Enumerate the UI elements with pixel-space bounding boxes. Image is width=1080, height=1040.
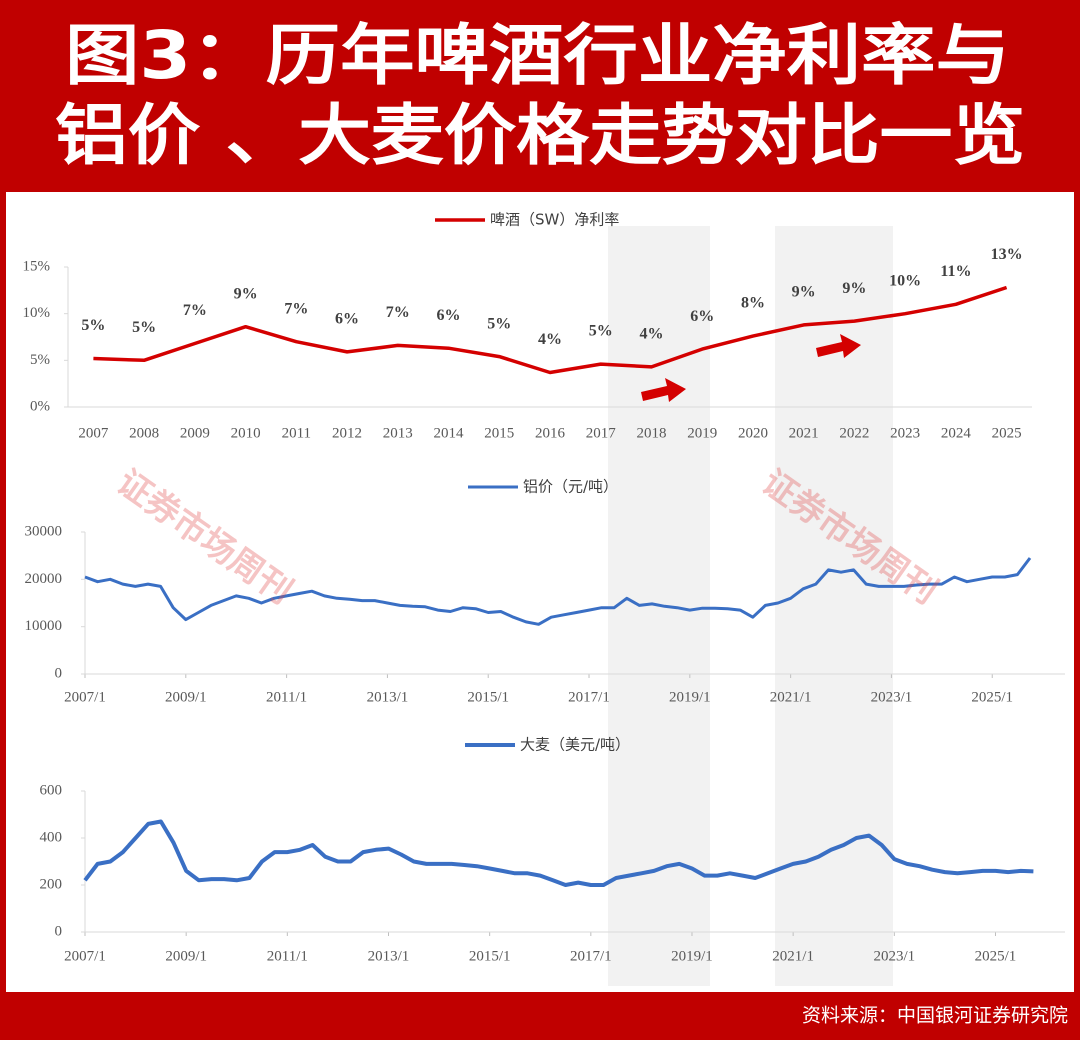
x-tick-label: 2015/1 — [469, 948, 511, 964]
data-label: 7% — [284, 300, 308, 317]
y-tick-label: 15% — [23, 258, 51, 274]
data-label: 5% — [487, 315, 511, 332]
x-tick-label: 2015 — [484, 425, 514, 441]
y-tick-label: 20000 — [25, 571, 63, 587]
y-tick-label: 5% — [30, 352, 50, 368]
source-note: 资料来源：中国银河证券研究院 — [802, 1005, 1068, 1027]
data-label: 5% — [81, 317, 105, 334]
data-label: 10% — [889, 272, 921, 289]
y-tick-label: 400 — [40, 829, 63, 845]
x-tick-label: 2023 — [890, 425, 920, 441]
y-tick-label: 600 — [40, 782, 63, 798]
legend-label: 大麦（美元/吨） — [520, 736, 630, 754]
x-tick-label: 2014 — [434, 425, 465, 441]
x-tick-label: 2018 — [636, 425, 666, 441]
x-tick-label: 2009/1 — [165, 689, 207, 705]
highlight-band — [775, 226, 893, 986]
x-tick-label: 2007/1 — [64, 689, 106, 705]
x-tick-label: 2019/1 — [671, 948, 713, 964]
x-tick-label: 2023/1 — [871, 689, 913, 705]
line — [84, 557, 1032, 626]
x-tick-label: 2016 — [535, 425, 566, 441]
y-tick-label: 0% — [30, 398, 50, 414]
data-label: 7% — [183, 302, 207, 319]
data-label: 5% — [589, 323, 613, 340]
data-label: 5% — [132, 319, 156, 336]
title-line: 铝价 、大麦价格走势对比一览 — [55, 97, 1025, 174]
x-tick-label: 2019 — [687, 425, 717, 441]
x-tick-label: 2017 — [586, 425, 617, 441]
x-tick-label: 2025/1 — [971, 689, 1013, 705]
line — [83, 819, 1034, 887]
x-tick-label: 2021/1 — [770, 689, 812, 705]
data-label: 4% — [639, 326, 663, 343]
x-tick-label: 2007/1 — [64, 948, 106, 964]
x-tick-label: 2013 — [383, 425, 413, 441]
line — [93, 285, 1008, 375]
legend-label: 铝价（元/吨） — [523, 478, 618, 496]
data-label: 6% — [690, 308, 714, 325]
x-tick-label: 2011/1 — [266, 689, 307, 705]
y-tick-label: 0 — [55, 665, 63, 681]
y-tick-label: 0 — [55, 923, 63, 939]
arrow — [641, 378, 686, 402]
x-tick-label: 2007 — [78, 425, 109, 441]
x-tick-label: 2013/1 — [367, 689, 409, 705]
data-label: 9% — [234, 285, 258, 302]
x-tick-label: 2015/1 — [467, 689, 509, 705]
data-label: 6% — [437, 307, 461, 324]
y-tick-label: 30000 — [25, 523, 63, 539]
y-tick-label: 10000 — [25, 618, 63, 634]
data-label: 4% — [538, 331, 562, 348]
x-tick-label: 2012 — [332, 425, 362, 441]
x-tick-label: 2022 — [839, 425, 869, 441]
plots: 2007 2008 2009 2010 2011 2012 2013 2014 2015 2016… — [23, 211, 1065, 964]
x-tick-label: 2011/1 — [267, 948, 308, 964]
title-line: 图3：历年啤酒行业净利率与 — [65, 17, 1010, 94]
x-tick-label: 2009/1 — [165, 948, 207, 964]
x-tick-label: 2017/1 — [568, 689, 610, 705]
data-label: 6% — [335, 311, 359, 328]
data-label: 11% — [940, 263, 971, 280]
x-tick-label: 2025 — [992, 425, 1022, 441]
x-tick-label: 2025/1 — [975, 948, 1017, 964]
x-tick-label: 2010 — [231, 425, 261, 441]
x-tick-label: 2023/1 — [873, 948, 915, 964]
y-tick-label: 200 — [40, 876, 63, 892]
x-tick-label: 2021 — [789, 425, 819, 441]
x-tick-label: 2024 — [941, 425, 972, 441]
data-label: 8% — [741, 295, 765, 312]
x-tick-label: 2008 — [129, 425, 159, 441]
data-label: 9% — [792, 284, 816, 301]
arrow — [816, 334, 861, 358]
data-label: 7% — [386, 304, 410, 321]
x-tick-label: 2021/1 — [772, 948, 814, 964]
y-tick-label: 10% — [23, 305, 51, 321]
data-label: 13% — [991, 246, 1023, 263]
legend-label: 啤酒（SW）净利率 — [490, 211, 619, 229]
data-label: 9% — [842, 280, 866, 297]
x-tick-label: 2019/1 — [669, 689, 711, 705]
x-tick-label: 2009 — [180, 425, 210, 441]
x-tick-label: 2017/1 — [570, 948, 612, 964]
x-tick-label: 2013/1 — [368, 948, 410, 964]
x-tick-label: 2020 — [738, 425, 768, 441]
x-tick-label: 2011 — [282, 425, 311, 441]
